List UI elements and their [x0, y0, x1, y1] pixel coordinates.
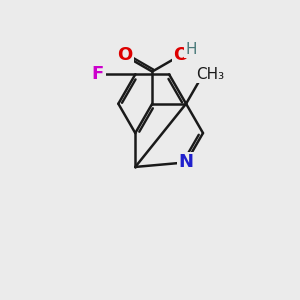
- Text: O: O: [173, 46, 189, 64]
- Text: N: N: [178, 153, 194, 171]
- Text: H: H: [185, 42, 197, 57]
- Text: F: F: [92, 65, 104, 83]
- Text: O: O: [117, 46, 133, 64]
- Text: CH₃: CH₃: [196, 67, 224, 82]
